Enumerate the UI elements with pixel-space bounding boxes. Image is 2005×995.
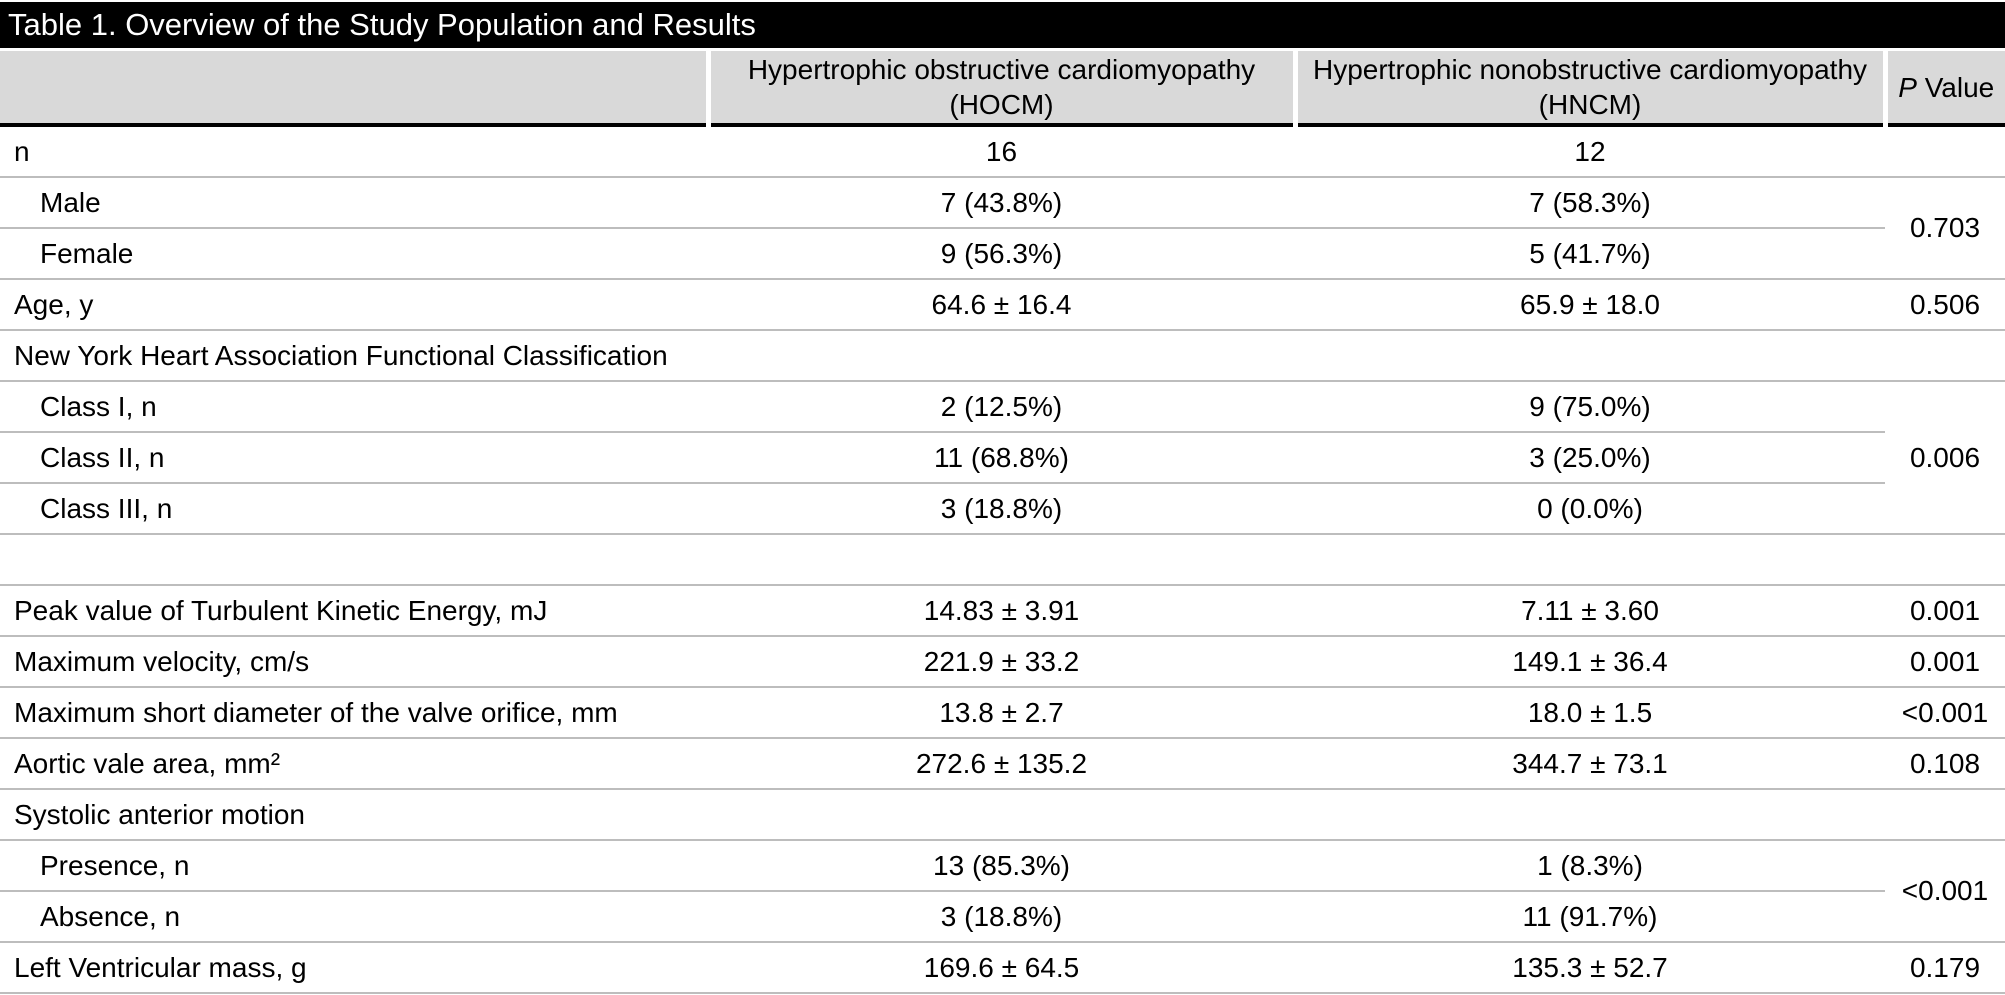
table-title-bar: Table 1. Overview of the Study Populatio… xyxy=(0,2,2005,48)
hocm-value: 7 (43.8%) xyxy=(708,176,1295,228)
hocm-column-abbr: (HOCM) xyxy=(949,89,1054,120)
p-value xyxy=(1885,124,2005,177)
row-label: Class II, n xyxy=(0,431,708,483)
hncm-value: 1 (8.3%) xyxy=(1295,839,1885,891)
study-population-table: Hypertrophic obstructive cardiomyopathy … xyxy=(0,51,2005,994)
hncm-value: 9 (75.0%) xyxy=(1295,380,1885,432)
hncm-value: 65.9 ± 18.0 xyxy=(1295,278,1885,330)
row-label: Peak value of Turbulent Kinetic Energy, … xyxy=(0,584,708,636)
p-value-merged-sam: <0.001 xyxy=(1885,839,2005,942)
hncm-value: 11 (91.7%) xyxy=(1295,890,1885,942)
table-row-blank xyxy=(0,533,2005,585)
p-value: 0.001 xyxy=(1885,635,2005,687)
p-value-merged-sex: 0.703 xyxy=(1885,176,2005,279)
table-row-sam-presence: Presence, n 13 (85.3%) 1 (8.3%) <0.001 xyxy=(0,839,2005,942)
hncm-value: 135.3 ± 52.7 xyxy=(1295,941,1885,994)
table-row-sam-section: Systolic anterior motion xyxy=(0,788,2005,840)
hncm-value xyxy=(1295,329,1885,381)
hocm-value xyxy=(708,788,1295,840)
p-value: <0.001 xyxy=(1885,686,2005,738)
hocm-value: 3 (18.8%) xyxy=(708,890,1295,942)
hncm-value: 0 (0.0%) xyxy=(1295,482,1885,534)
row-label: Age, y xyxy=(0,278,708,330)
table-row-class-i: Class I, n 2 (12.5%) 9 (75.0%) 0.006 xyxy=(0,380,2005,534)
hocm-value: 9 (56.3%) xyxy=(708,227,1295,279)
header-empty-cell xyxy=(0,51,708,127)
hncm-value: 7 (58.3%) xyxy=(1295,176,1885,228)
pvalue-label-rest: Value xyxy=(1916,71,1995,103)
hocm-value xyxy=(708,533,1295,585)
hocm-value: 14.83 ± 3.91 xyxy=(708,584,1295,636)
hncm-value: 12 xyxy=(1295,124,1885,177)
hncm-column-name: Hypertrophic nonobstructive cardiomyopat… xyxy=(1312,54,1868,85)
row-label xyxy=(0,533,708,585)
hncm-value: 149.1 ± 36.4 xyxy=(1295,635,1885,687)
hocm-value: 2 (12.5%) xyxy=(708,380,1295,432)
hocm-value: 16 xyxy=(708,124,1295,177)
pvalue-label-italic-p: P xyxy=(1898,71,1917,103)
hncm-value: 18.0 ± 1.5 xyxy=(1295,686,1885,738)
row-label: Class III, n xyxy=(0,482,708,534)
hocm-value: 13 (85.3%) xyxy=(708,839,1295,891)
row-label: Absence, n xyxy=(0,890,708,942)
p-value xyxy=(1885,788,2005,840)
row-label: Maximum velocity, cm/s xyxy=(0,635,708,687)
p-value xyxy=(1885,329,2005,381)
p-value: 0.179 xyxy=(1885,941,2005,994)
hocm-value xyxy=(708,329,1295,381)
row-label: Left Ventricular mass, g xyxy=(0,941,708,994)
row-label: Aortic vale area, mm² xyxy=(0,737,708,789)
hocm-value: 11 (68.8%) xyxy=(708,431,1295,483)
header-row: Hypertrophic obstructive cardiomyopathy … xyxy=(0,51,2005,127)
hncm-column-abbr: (HNCM) xyxy=(1538,89,1642,120)
header-pvalue-cell: P Value xyxy=(1882,51,2005,127)
table-row-n: n 16 12 xyxy=(0,124,2005,177)
hncm-value xyxy=(1295,788,1885,840)
hocm-column-name: Hypertrophic obstructive cardiomyopathy xyxy=(747,54,1256,85)
hncm-value: 7.11 ± 3.60 xyxy=(1295,584,1885,636)
row-label: Class I, n xyxy=(0,380,708,432)
hncm-value xyxy=(1295,533,1885,585)
row-label: Male xyxy=(0,176,708,228)
hocm-value: 272.6 ± 135.2 xyxy=(708,737,1295,789)
p-value: 0.108 xyxy=(1885,737,2005,789)
header-hncm-cell: Hypertrophic nonobstructive cardiomyopat… xyxy=(1292,51,1885,127)
p-value-merged-nyha: 0.006 xyxy=(1885,380,2005,534)
table-row-class-iii: Class III, n 3 (18.8%) 0 (0.0%) xyxy=(0,482,2005,534)
row-label: Maximum short diameter of the valve orif… xyxy=(0,686,708,738)
hocm-value: 169.6 ± 64.5 xyxy=(708,941,1295,994)
row-label: n xyxy=(0,124,708,177)
row-label: Presence, n xyxy=(0,839,708,891)
table-row-lv-mass: Left Ventricular mass, g 169.6 ± 64.5 13… xyxy=(0,941,2005,994)
section-label: New York Heart Association Functional Cl… xyxy=(0,329,708,381)
p-value: 0.001 xyxy=(1885,584,2005,636)
table-title: Table 1. Overview of the Study Populatio… xyxy=(8,7,756,42)
p-value xyxy=(1885,533,2005,585)
hncm-value: 3 (25.0%) xyxy=(1295,431,1885,483)
table-row-class-ii: Class II, n 11 (68.8%) 3 (25.0%) xyxy=(0,431,2005,483)
table-row-aortic-valve-area: Aortic vale area, mm² 272.6 ± 135.2 344.… xyxy=(0,737,2005,789)
header-hocm-cell: Hypertrophic obstructive cardiomyopathy … xyxy=(705,51,1295,127)
hncm-value: 344.7 ± 73.1 xyxy=(1295,737,1885,789)
hncm-value: 5 (41.7%) xyxy=(1295,227,1885,279)
hocm-value: 64.6 ± 16.4 xyxy=(708,278,1295,330)
table-row-female: Female 9 (56.3%) 5 (41.7%) xyxy=(0,227,2005,279)
table-row-peak-tke: Peak value of Turbulent Kinetic Energy, … xyxy=(0,584,2005,636)
section-label: Systolic anterior motion xyxy=(0,788,708,840)
row-label: Female xyxy=(0,227,708,279)
table-row-sam-absence: Absence, n 3 (18.8%) 11 (91.7%) xyxy=(0,890,2005,942)
p-value: 0.506 xyxy=(1885,278,2005,330)
hocm-value: 221.9 ± 33.2 xyxy=(708,635,1295,687)
hocm-value: 3 (18.8%) xyxy=(708,482,1295,534)
hocm-value: 13.8 ± 2.7 xyxy=(708,686,1295,738)
table-row-nyha-section: New York Heart Association Functional Cl… xyxy=(0,329,2005,381)
table-row-male: Male 7 (43.8%) 7 (58.3%) 0.703 xyxy=(0,176,2005,279)
table-row-max-short-diameter: Maximum short diameter of the valve orif… xyxy=(0,686,2005,738)
table-row-age: Age, y 64.6 ± 16.4 65.9 ± 18.0 0.506 xyxy=(0,278,2005,330)
table-row-max-velocity: Maximum velocity, cm/s 221.9 ± 33.2 149.… xyxy=(0,635,2005,687)
